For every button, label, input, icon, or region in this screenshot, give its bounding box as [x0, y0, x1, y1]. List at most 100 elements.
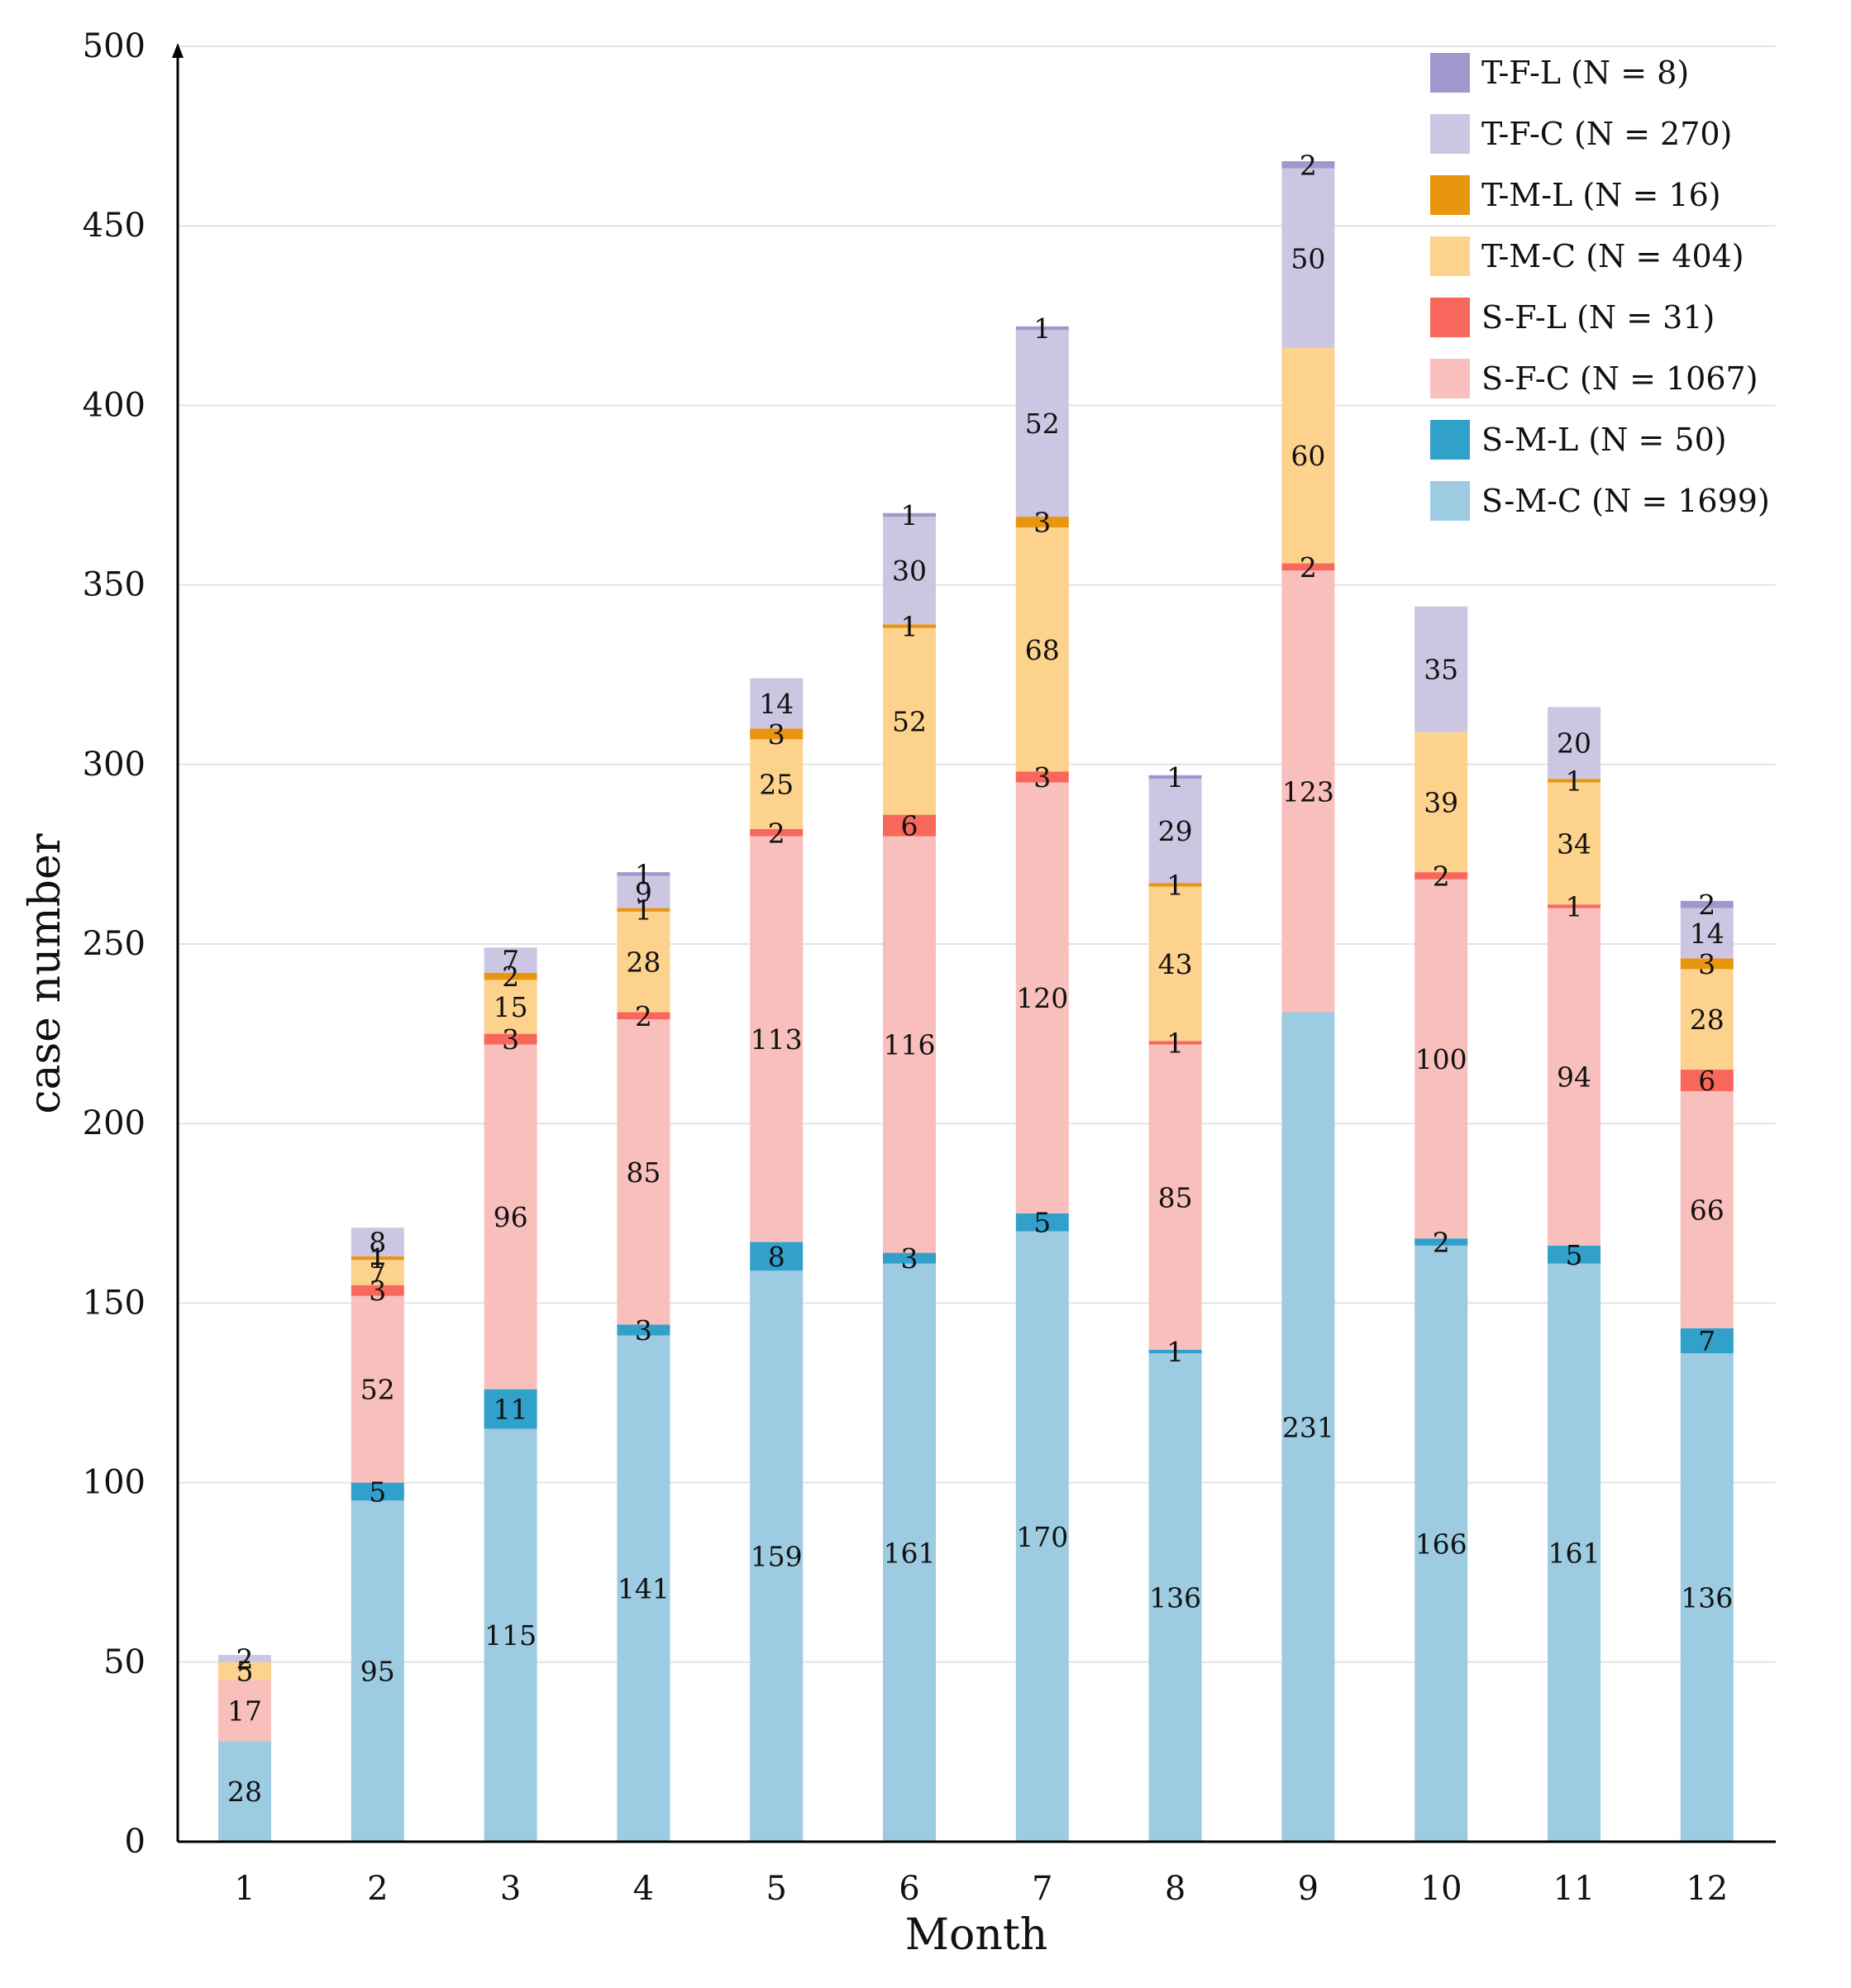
y-tick-label: 200: [83, 1104, 146, 1142]
data-label: 2: [635, 1000, 652, 1032]
x-tick-label: 7: [1032, 1870, 1052, 1908]
data-label: 113: [751, 1023, 803, 1056]
data-label: 123: [1282, 775, 1334, 808]
data-label: 3: [502, 1023, 519, 1056]
bar-segment-s-f-c: [1148, 1044, 1202, 1350]
bar-segment-s-m-l: [351, 1482, 404, 1501]
y-tick-label: 500: [83, 27, 146, 65]
bar-segment-t-f-c: [1015, 330, 1069, 517]
data-label: 85: [626, 1156, 661, 1189]
bar-segment-t-f-l: [883, 512, 936, 517]
data-label: 2: [1698, 889, 1715, 921]
bar-segment-s-m-c: [1414, 1245, 1468, 1842]
bar-segment-t-m-c: [750, 739, 804, 829]
legend: T-F-L (N = 8) T-F-C (N = 270) T-M-L (N = 1…: [1430, 53, 1770, 521]
data-label: 1: [635, 894, 652, 927]
legend-label-t-m-c: T-M-C (N = 404): [1481, 238, 1744, 274]
data-label: 28: [227, 1776, 262, 1808]
data-label: 2: [1433, 860, 1450, 892]
data-label: 1: [1166, 761, 1184, 794]
data-label: 3: [901, 1242, 918, 1275]
data-label: 1: [1166, 869, 1184, 901]
bar-segment-s-m-c: [1148, 1353, 1202, 1842]
data-label: 136: [1149, 1582, 1201, 1614]
bar-segment-s-f-c: [1414, 879, 1468, 1239]
data-label: 120: [1016, 982, 1068, 1014]
bar-segment-t-m-c: [1548, 782, 1601, 905]
legend-swatch-s-f-c: [1430, 359, 1470, 398]
bar-segment-s-f-c: [351, 1295, 404, 1483]
data-label: 30: [892, 555, 927, 587]
data-label: 141: [618, 1573, 670, 1605]
data-label: 52: [1025, 408, 1060, 440]
data-label: 3: [1033, 761, 1051, 794]
data-label: 28: [626, 946, 661, 979]
bar-segment-s-f-c: [1680, 1091, 1734, 1328]
bar-segment-t-m-l: [1548, 779, 1601, 783]
bar-segment-s-f-c: [1015, 782, 1069, 1213]
data-label: 6: [1698, 1065, 1715, 1097]
bar-segment-t-m-l: [351, 1256, 404, 1261]
bar-segment-t-m-l: [883, 624, 936, 628]
data-label: 95: [360, 1656, 395, 1688]
bar-segment-t-f-c: [1281, 168, 1335, 348]
data-label: 15: [494, 991, 528, 1023]
data-label: 2: [236, 1642, 254, 1675]
bar-segment-s-m-l: [750, 1242, 804, 1271]
axes: [172, 43, 1776, 1843]
data-label: 6: [901, 810, 918, 842]
bar-segment-s-f-l: [1015, 771, 1069, 783]
data-label: 159: [751, 1541, 803, 1573]
data-label: 3: [768, 718, 785, 751]
data-label: 66: [1690, 1194, 1725, 1226]
data-label: 1: [1166, 1027, 1184, 1059]
bar-segment-t-f-l: [1281, 161, 1335, 169]
x-tick-label: 8: [1165, 1870, 1185, 1908]
bar-segment-s-m-l: [1548, 1245, 1601, 1264]
data-label: 43: [1158, 948, 1193, 980]
legend-swatch-s-m-l: [1430, 420, 1470, 460]
data-label: 5: [1566, 1239, 1583, 1271]
bar-segment-t-m-c: [484, 980, 537, 1034]
data-label: 2: [1300, 149, 1317, 181]
legend-swatch-t-m-l: [1430, 175, 1470, 215]
data-label: 8: [768, 1241, 785, 1273]
bar-segment-s-m-c: [1548, 1263, 1601, 1842]
y-tick-label: 350: [83, 566, 146, 604]
data-label: 85: [1158, 1181, 1193, 1213]
data-label: 231: [1282, 1411, 1334, 1443]
x-tick-label: 12: [1686, 1870, 1728, 1908]
data-label: 25: [759, 769, 794, 801]
y-axis-arrow: [172, 43, 184, 58]
bar-segment-s-m-l: [1680, 1328, 1734, 1354]
bar-segment-s-m-c: [750, 1271, 804, 1842]
bar-segment-s-f-c: [883, 836, 936, 1253]
bar-segment-s-f-l: [1414, 872, 1468, 880]
bar-segment-t-f-c: [1414, 606, 1468, 732]
data-label: 8: [369, 1227, 386, 1259]
bar-segment-s-m-c: [883, 1263, 936, 1842]
bar-segment-s-f-c: [1548, 908, 1601, 1246]
bar-segment-t-f-c: [750, 678, 804, 729]
x-tick-label: 2: [367, 1870, 388, 1908]
bar-segment-s-f-l: [1148, 1041, 1202, 1045]
x-tick-label: 11: [1553, 1870, 1596, 1908]
y-tick-label: 400: [83, 386, 146, 424]
x-tick-label: 5: [766, 1870, 786, 1908]
x-tick-label: 1: [234, 1870, 255, 1908]
bar-segment-s-f-l: [883, 814, 936, 837]
data-label: 52: [892, 706, 927, 738]
data-label: 1: [901, 611, 918, 643]
bar-segment-t-m-l: [750, 728, 804, 740]
data-label: 1: [1566, 890, 1583, 922]
bar-segment-t-f-c: [218, 1655, 271, 1662]
bar-segment-s-f-l: [1548, 904, 1601, 908]
bar-segment-t-m-c: [1414, 732, 1468, 873]
data-label: 7: [369, 1256, 386, 1289]
data-label: 7: [502, 945, 519, 977]
data-label: 5: [369, 1476, 386, 1508]
legend-label-t-f-l: T-F-L (N = 8): [1481, 55, 1689, 91]
bar-segment-s-f-c: [1281, 570, 1335, 1013]
